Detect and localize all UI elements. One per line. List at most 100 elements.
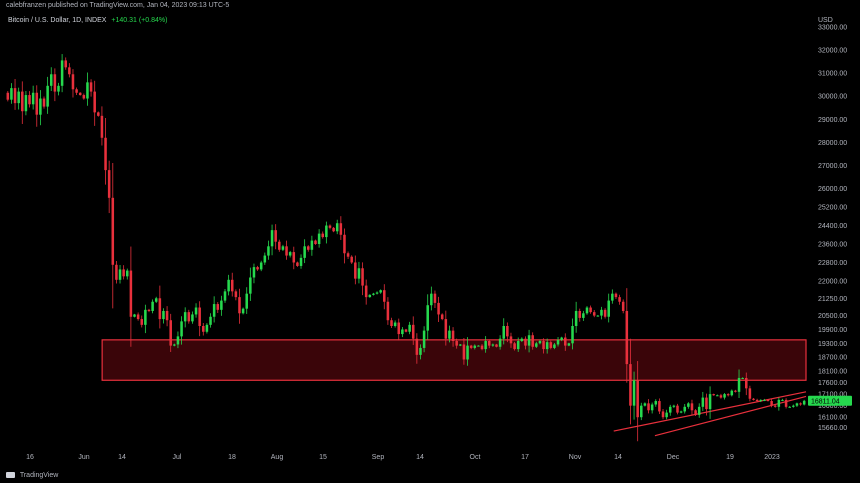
candle-body (621, 301, 625, 311)
chart-background (0, 12, 860, 469)
candle-body (78, 92, 82, 96)
candle-body (97, 112, 100, 116)
candle-body (737, 377, 741, 392)
candle-body (93, 91, 96, 113)
candle-body (549, 342, 553, 348)
candle-body (694, 410, 697, 415)
candle-body (654, 401, 658, 405)
tradingview-logo-icon (6, 472, 15, 479)
candle-body (734, 390, 737, 392)
candle-body (726, 394, 730, 396)
candle-body (111, 197, 115, 265)
candle-body (198, 307, 201, 326)
candle-body (24, 95, 28, 112)
candle-body (383, 290, 386, 302)
candle-body (708, 394, 712, 410)
candle-body (466, 345, 469, 360)
candle-body (415, 338, 419, 355)
time-tick-label: Jun (78, 454, 89, 461)
brand-name[interactable]: TradingView (19, 472, 59, 479)
time-axis[interactable]: 16 Jun 14 Jul 18 Aug 15 Sep 14 Oct 17 Nov 14 Dec 19 202… (26, 454, 780, 461)
candle-body (354, 262, 357, 279)
candle-body (82, 95, 86, 99)
candle-body (173, 344, 176, 346)
candle-body (35, 92, 39, 115)
candle-body (60, 60, 64, 86)
price-axis[interactable]: 15660.00 16100.00 16600.00 17100.00 17600.00… (818, 24, 847, 431)
candle-body (390, 320, 393, 326)
time-tick-label: Aug (271, 454, 284, 461)
candle-body (643, 403, 647, 406)
candle-body (560, 337, 563, 340)
candle-body (766, 399, 770, 402)
candle-body (310, 240, 314, 250)
candle-body (126, 270, 129, 277)
candle-body (730, 390, 734, 396)
candle-body (535, 343, 538, 347)
candle-body (516, 341, 520, 350)
candle-body (607, 300, 610, 317)
candle-body (343, 234, 346, 254)
candle-body (448, 330, 451, 339)
price-tick-label: 22000.00 (818, 278, 847, 285)
candle-body (712, 394, 715, 396)
candle-body (252, 267, 256, 278)
candle-body (346, 253, 350, 257)
price-tick-label: 22800.00 (818, 260, 847, 267)
candle-body (781, 399, 784, 401)
candle-body (249, 277, 252, 294)
last-price-label: 16811.04 (811, 398, 840, 405)
candle-body (53, 74, 57, 92)
candle-body (129, 270, 133, 317)
candle-body (574, 310, 578, 326)
candle-body (690, 403, 694, 411)
candle-body (136, 314, 140, 320)
candle-body (256, 267, 259, 270)
candle-body (216, 304, 220, 310)
candle-body (368, 294, 372, 298)
candle-body (191, 314, 194, 322)
candle-body (433, 293, 437, 303)
candle-body (636, 380, 639, 418)
last-price-tag: 16811.04 (808, 395, 852, 406)
candle-body (187, 312, 191, 322)
price-tick-label: 32000.00 (818, 48, 847, 55)
candle-body (303, 246, 306, 258)
candle-body (578, 310, 582, 318)
candle-body (122, 269, 125, 277)
price-tick-label: 20500.00 (818, 313, 847, 320)
candle-body (625, 310, 629, 365)
candle-body (64, 60, 67, 68)
candle-body (524, 338, 527, 346)
candle-body (462, 344, 466, 360)
time-tick-label: Dec (667, 454, 680, 461)
candle-body (773, 405, 777, 407)
candle-body (777, 399, 781, 407)
candle-body (480, 345, 484, 350)
candle-body (430, 293, 433, 306)
price-chart[interactable]: USD 15660.00 16100.00 16600.00 17100.00 1760… (0, 12, 860, 469)
candle-body (506, 325, 509, 337)
candle-body (335, 223, 339, 232)
candle-body (770, 401, 773, 406)
candle-body (89, 82, 93, 92)
candle-body (28, 95, 31, 105)
candle-body (679, 411, 683, 413)
candle-body (296, 262, 299, 266)
candle-body (538, 341, 542, 344)
price-tick-label: 29000.00 (818, 117, 847, 124)
candle-body (748, 388, 752, 399)
candle-body (202, 325, 205, 332)
candle-body (716, 395, 719, 397)
candle-body (13, 88, 17, 104)
candle-body (6, 92, 10, 100)
candle-body (661, 411, 665, 418)
time-tick-label: 14 (416, 454, 424, 461)
time-tick-label: 2023 (764, 454, 780, 461)
candle-body (393, 322, 397, 326)
candle-body (672, 405, 676, 407)
candle-body (723, 394, 726, 398)
candle-body (75, 89, 78, 93)
candle-body (274, 230, 277, 242)
candle-body (473, 345, 477, 348)
